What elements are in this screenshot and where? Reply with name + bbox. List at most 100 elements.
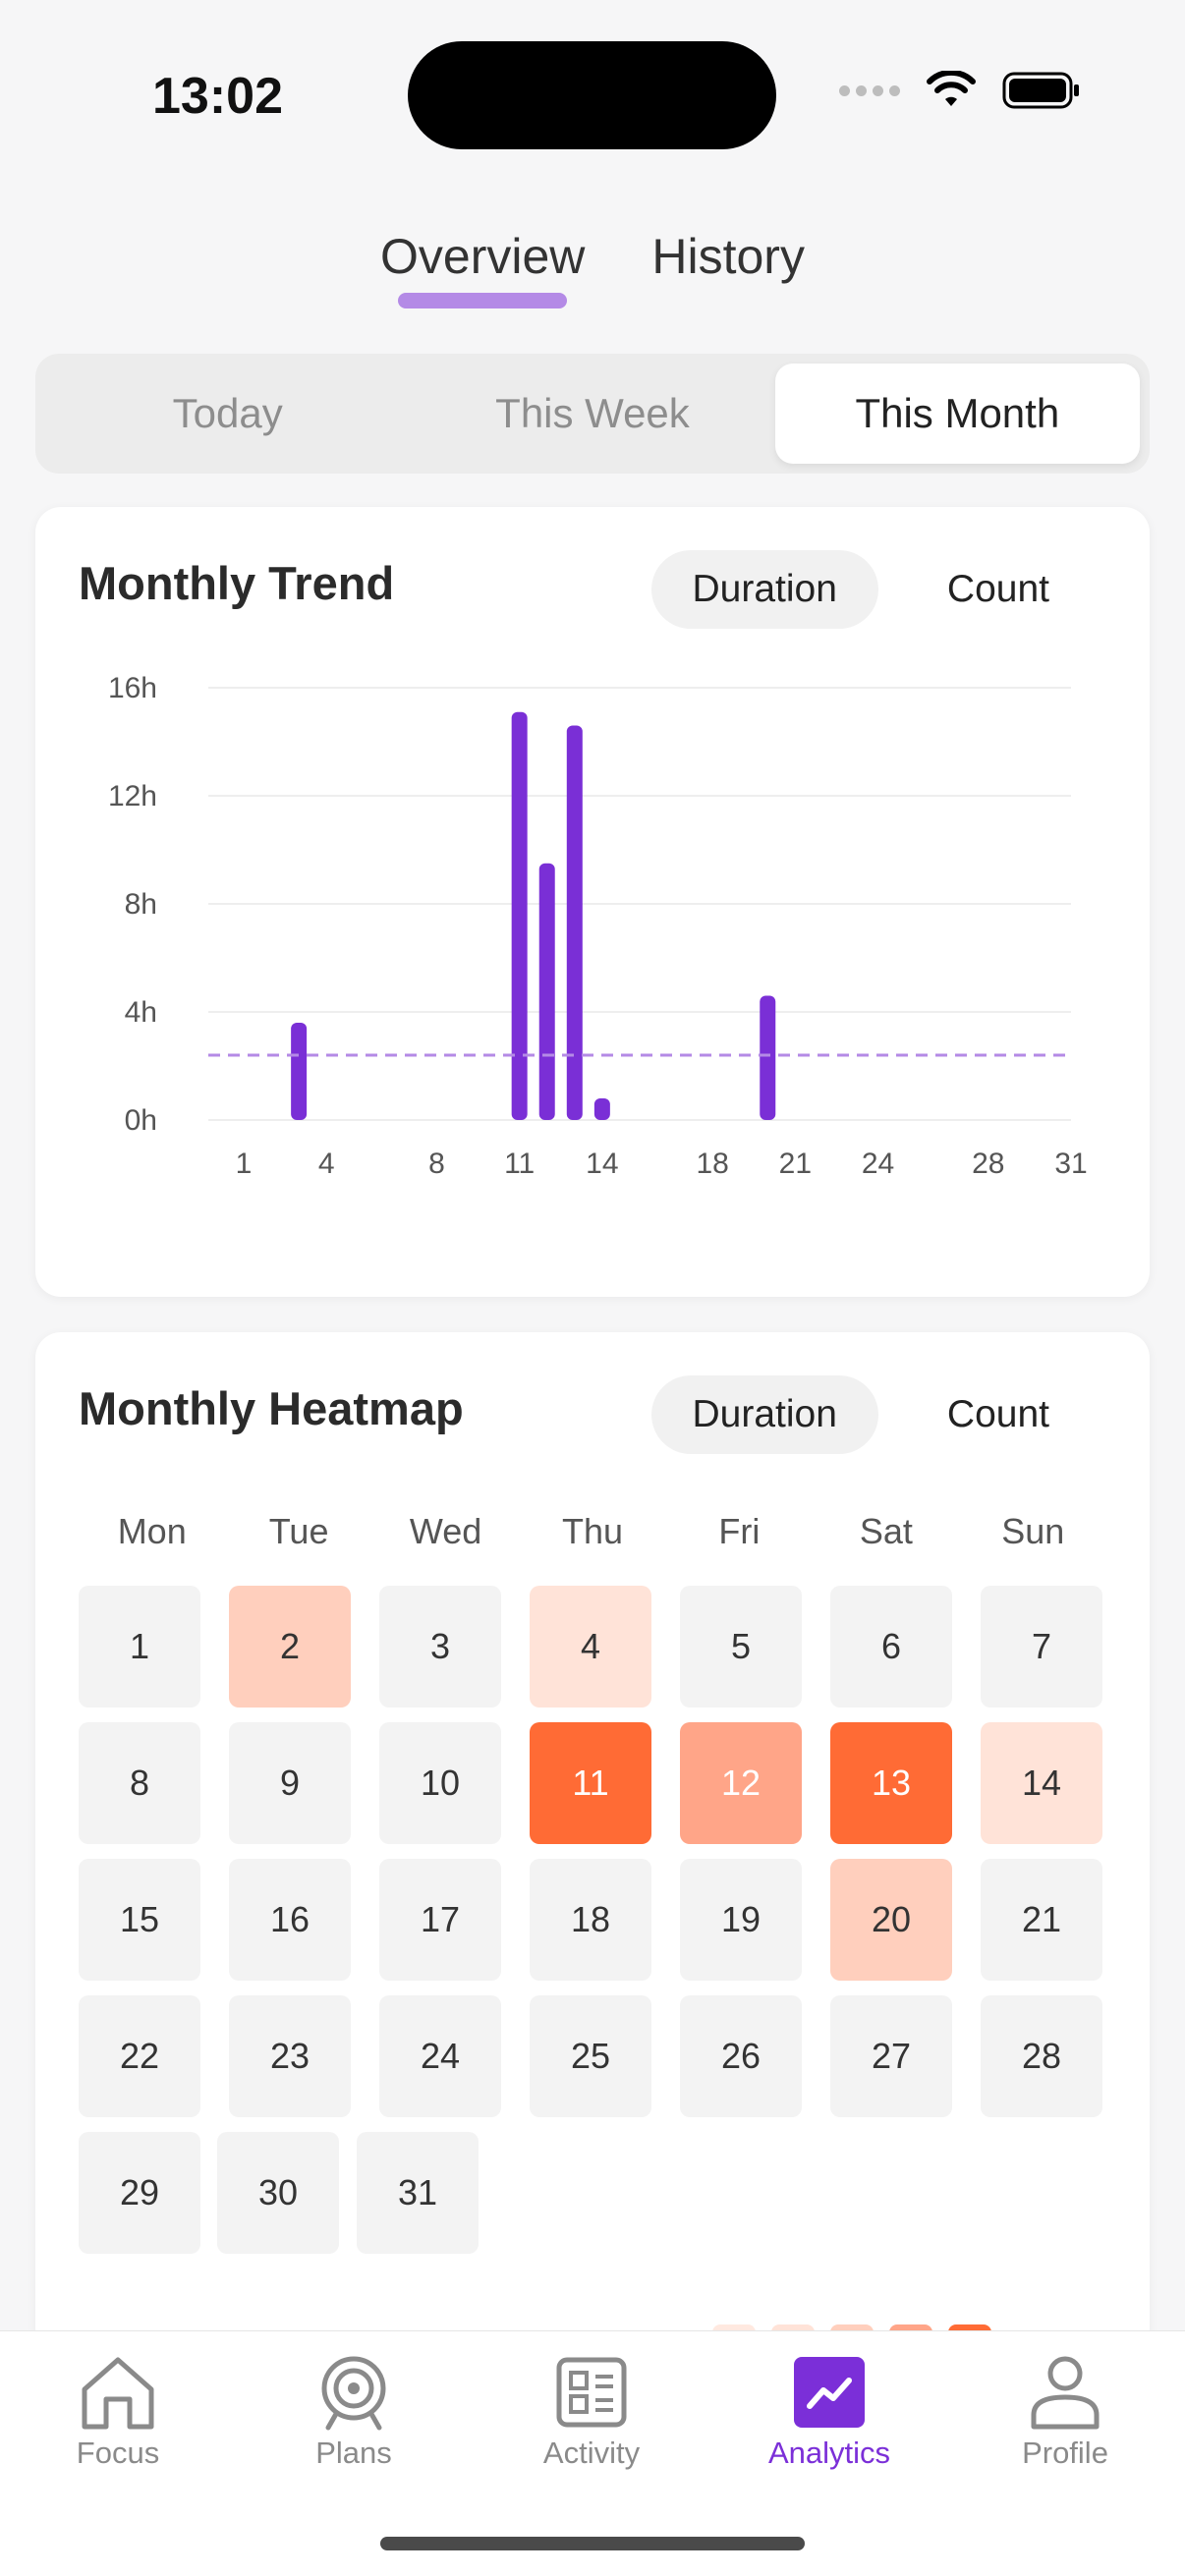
home-icon — [73, 2353, 163, 2432]
heatmap-day-cell[interactable]: 30 — [217, 2132, 339, 2254]
trend-bar — [593, 1098, 610, 1120]
heatmap-day-cell[interactable]: 1 — [79, 1586, 200, 1708]
heatmap-day-cell[interactable]: 10 — [379, 1722, 501, 1844]
bottom-navigation: Focus Plans Activity — [0, 2330, 1185, 2576]
trend-bar — [566, 725, 583, 1120]
trend-duration-button[interactable]: Duration — [650, 550, 878, 629]
weekday-label: Thu — [561, 1511, 624, 1551]
heatmap-day-cell[interactable]: 3 — [379, 1586, 501, 1708]
trend-bar — [511, 711, 528, 1120]
heatmap-day-cell[interactable]: 24 — [379, 1995, 501, 2117]
wifi-icon — [927, 71, 976, 106]
heatmap-day-cell[interactable]: 25 — [530, 1995, 651, 2117]
nav-activity[interactable]: Activity — [493, 2353, 690, 2471]
x-tick-label: 8 — [428, 1148, 445, 1180]
heatmap-day-cell[interactable]: 9 — [229, 1722, 351, 1844]
weekday-header: Mon Tue Wed Thu Fri Sat Sun — [79, 1511, 1106, 1552]
tab-history[interactable]: History — [651, 229, 805, 284]
heatmap-day-cell[interactable]: 28 — [981, 1995, 1102, 2117]
profile-icon — [1020, 2353, 1110, 2432]
nav-analytics[interactable]: Analytics — [731, 2353, 928, 2471]
weekday-label: Tue — [268, 1511, 329, 1551]
heatmap-card-title: Monthly Heatmap — [79, 1382, 464, 1434]
x-tick-label: 21 — [779, 1148, 812, 1180]
heatmap-day-cell[interactable]: 14 — [981, 1722, 1102, 1844]
heatmap-metric-toggle: Duration Count — [650, 1375, 1092, 1454]
heatmap-day-cell[interactable]: 26 — [680, 1995, 802, 2117]
period-segmented-control: Today This Week This Month — [35, 354, 1150, 474]
heatmap-day-cell[interactable]: 31 — [357, 2132, 479, 2254]
heatmap-day-cell[interactable]: 6 — [830, 1586, 952, 1708]
trend-card-title: Monthly Trend — [79, 557, 395, 609]
heatmap-duration-button[interactable]: Duration — [650, 1375, 878, 1454]
heatmap-day-cell[interactable]: 12 — [680, 1722, 802, 1844]
segment-this-week[interactable]: This Week — [495, 390, 690, 436]
heatmap-day-cell[interactable]: 21 — [981, 1859, 1102, 1981]
nav-plans[interactable]: Plans — [255, 2353, 452, 2471]
nav-profile[interactable]: Profile — [967, 2353, 1163, 2471]
heatmap-day-cell[interactable]: 15 — [79, 1859, 200, 1981]
y-tick-label: 12h — [108, 780, 157, 812]
nav-activity-label: Activity — [542, 2436, 641, 2470]
nav-focus-label: Focus — [76, 2436, 160, 2470]
x-tick-label: 24 — [862, 1148, 894, 1180]
trend-bar — [538, 863, 555, 1120]
status-indicators — [839, 71, 1081, 110]
trend-count-button[interactable]: Count — [946, 568, 1049, 610]
y-tick-label: 0h — [125, 1104, 157, 1137]
x-tick-label: 18 — [696, 1148, 728, 1180]
nav-plans-label: Plans — [315, 2436, 392, 2470]
segment-today[interactable]: Today — [172, 390, 283, 436]
status-time: 13:02 — [152, 68, 283, 125]
heatmap-day-cell[interactable]: 13 — [830, 1722, 952, 1844]
weekday-label: Sun — [1001, 1511, 1065, 1551]
trend-metric-toggle: Duration Count — [650, 550, 1092, 629]
weekday-label: Fri — [718, 1511, 761, 1551]
heatmap-day-cell[interactable]: 29 — [79, 2132, 200, 2254]
trend-bar — [760, 995, 776, 1120]
x-tick-label: 28 — [972, 1148, 1004, 1180]
heatmap-day-cell[interactable]: 27 — [830, 1995, 952, 2117]
weekday-label: Mon — [117, 1511, 187, 1551]
heatmap-day-cell[interactable]: 8 — [79, 1722, 200, 1844]
heatmap-day-cell[interactable]: 11 — [530, 1722, 651, 1844]
monthly-heatmap-card: Monthly Heatmap Duration Count Mon Tue Wed… — [35, 1332, 1150, 2413]
nav-analytics-label: Analytics — [767, 2436, 891, 2470]
heatmap-day-cell[interactable]: 7 — [981, 1586, 1102, 1708]
trend-bar — [291, 1023, 308, 1120]
heatmap-day-cell[interactable]: 4 — [530, 1586, 651, 1708]
y-tick-label: 8h — [125, 888, 157, 921]
battery-icon — [1002, 72, 1079, 109]
heatmap-day-cell[interactable]: 18 — [530, 1859, 651, 1981]
x-tick-label: 31 — [1054, 1148, 1087, 1180]
heatmap-day-cell[interactable]: 16 — [229, 1859, 351, 1981]
activity-icon — [546, 2353, 637, 2432]
cellular-signal-icon — [839, 84, 900, 96]
top-tabs: Overview History — [0, 228, 1185, 308]
y-tick-label: 16h — [108, 672, 157, 704]
heatmap-day-cell[interactable]: 5 — [680, 1586, 802, 1708]
heatmap-day-cell[interactable]: 19 — [680, 1859, 802, 1981]
nav-focus[interactable]: Focus — [20, 2353, 216, 2471]
home-indicator — [380, 2537, 805, 2550]
weekday-label: Sat — [859, 1511, 913, 1551]
heatmap-day-cell[interactable]: 20 — [830, 1859, 952, 1981]
x-tick-label: 14 — [586, 1148, 618, 1180]
heatmap-day-cell[interactable]: 23 — [229, 1995, 351, 2117]
heatmap-count-button[interactable]: Count — [946, 1393, 1049, 1435]
dynamic-island — [408, 41, 776, 149]
y-tick-label: 4h — [125, 996, 157, 1029]
x-tick-label: 1 — [236, 1148, 253, 1180]
x-tick-label: 4 — [318, 1148, 335, 1180]
segment-this-month[interactable]: This Month — [774, 364, 1140, 464]
heatmap-day-cell[interactable]: 17 — [379, 1859, 501, 1981]
weekday-label: Wed — [409, 1511, 482, 1551]
analytics-icon — [784, 2353, 875, 2432]
monthly-trend-card: Monthly Trend Duration Count 16h 12h 8h 4h 0… — [35, 507, 1150, 1297]
target-icon — [309, 2353, 399, 2432]
nav-profile-label: Profile — [1022, 2436, 1108, 2470]
tab-overview[interactable]: Overview — [380, 228, 585, 308]
heatmap-day-cell[interactable]: 2 — [229, 1586, 351, 1708]
heatmap-day-cell[interactable]: 22 — [79, 1995, 200, 2117]
